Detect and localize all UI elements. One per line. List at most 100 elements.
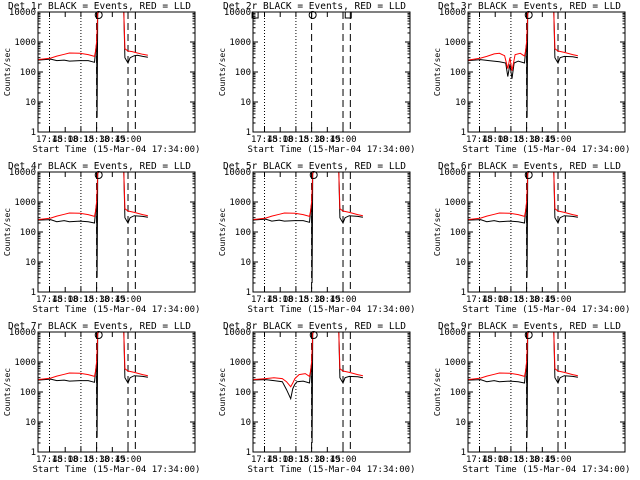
x-tick-label: 18:00 — [267, 295, 294, 305]
x-tick-label: 19:00 — [329, 135, 356, 145]
x-tick-label: 18:15 — [497, 295, 524, 305]
y-tick-label: 10 — [240, 98, 251, 108]
detector-panel-4: Det 4r BLACK = Events, RED = LLD 1 10 100 10… — [3, 161, 200, 315]
x-axis-label: Start Time (15-Mar-04 17:34:00) — [33, 305, 201, 315]
x-tick-label: 19:00 — [329, 455, 356, 465]
x-tick-label: 18:45 — [529, 455, 556, 465]
panel-title: Det 4r BLACK = Events, RED = LLD — [8, 161, 191, 172]
series-line-events — [467, 171, 578, 278]
y-axis-label: Counts/sec — [3, 48, 12, 96]
detector-panel-6: Det 6r BLACK = Events, RED = LLD 1 10 100 10… — [433, 161, 630, 315]
x-axis-label: Start Time (15-Mar-04 17:34:00) — [463, 305, 631, 315]
y-tick-label: 1000 — [444, 198, 466, 208]
detector-panel-3: Det 3r BLACK = Events, RED = LLD 1 10 100 10… — [433, 1, 630, 155]
x-tick-label: 17:45 — [251, 455, 278, 465]
y-tick-label: 1 — [461, 128, 466, 138]
x-axis-label: Start Time (15-Mar-04 17:34:00) — [33, 145, 201, 155]
y-tick-label: 1 — [461, 288, 466, 298]
x-tick-label: 18:45 — [99, 295, 126, 305]
series-line-lld — [37, 171, 149, 221]
x-axis-label: Start Time (15-Mar-04 17:34:00) — [463, 145, 631, 155]
y-tick-label: 1 — [246, 288, 251, 298]
x-tick-label: 17:45 — [251, 295, 278, 305]
detector-panel-7: Det 7r BLACK = Events, RED = LLD 1 10 100 10… — [3, 321, 200, 475]
x-tick-label: 18:00 — [267, 455, 294, 465]
y-axis-label: Counts/sec — [218, 368, 227, 416]
y-tick-label: 100 — [450, 228, 466, 238]
x-axis-label: Start Time (15-Mar-04 17:34:00) — [248, 465, 416, 475]
x-tick-label: 19:00 — [544, 135, 571, 145]
y-tick-label: 10 — [455, 98, 466, 108]
y-axis-label: Counts/sec — [218, 48, 227, 96]
x-tick-label: 18:15 — [282, 135, 309, 145]
x-tick-label: 18:45 — [529, 295, 556, 305]
y-axis-label: Counts/sec — [3, 208, 12, 256]
x-tick-label: 18:45 — [314, 455, 341, 465]
y-tick-label: 1000 — [444, 38, 466, 48]
x-axis-label: Start Time (15-Mar-04 17:34:00) — [463, 465, 631, 475]
detector-panel-2: Det 2r BLACK = Events, RED = LLD 1 10 100 10… — [218, 1, 415, 155]
y-tick-label: 100 — [20, 228, 36, 238]
detector-panel-8: Det 8r BLACK = Events, RED = LLD 1 10 100 10… — [218, 321, 415, 475]
detector-panel-9: Det 9r BLACK = Events, RED = LLD 1 10 100 10… — [433, 321, 630, 475]
x-tick-label: 19:00 — [114, 295, 141, 305]
y-tick-label: 10000 — [9, 168, 36, 178]
detector-panel-5: Det 5r BLACK = Events, RED = LLD 1 10 100 10… — [218, 161, 415, 315]
panel-grid: Det 1r BLACK = Events, RED = LLD 1 10 100 10… — [3, 1, 630, 475]
y-tick-label: 10 — [240, 258, 251, 268]
x-tick-label: 18:45 — [314, 135, 341, 145]
x-tick-label: 19:00 — [544, 455, 571, 465]
y-tick-label: 10 — [25, 258, 36, 268]
x-tick-label: 18:30 — [83, 455, 110, 465]
x-axis-label: Start Time (15-Mar-04 17:34:00) — [33, 465, 201, 475]
panel-title: Det 2r BLACK = Events, RED = LLD — [223, 1, 406, 12]
x-axis-label: Start Time (15-Mar-04 17:34:00) — [248, 305, 416, 315]
series-line-lld — [252, 171, 364, 221]
x-tick-label: 18:45 — [314, 295, 341, 305]
y-tick-label: 1 — [31, 128, 36, 138]
y-axis-label: Counts/sec — [433, 208, 442, 256]
y-tick-label: 100 — [20, 388, 36, 398]
x-tick-label: 18:00 — [52, 135, 79, 145]
series-line-events — [37, 171, 148, 278]
y-tick-label: 10 — [455, 258, 466, 268]
x-axis-label: Start Time (15-Mar-04 17:34:00) — [248, 145, 416, 155]
y-tick-label: 10 — [25, 418, 36, 428]
x-tick-label: 17:45 — [466, 295, 493, 305]
x-tick-label: 18:00 — [267, 135, 294, 145]
x-tick-label: 18:00 — [52, 455, 79, 465]
y-axis-label: Counts/sec — [433, 48, 442, 96]
y-tick-label: 100 — [450, 388, 466, 398]
x-tick-label: 18:15 — [282, 295, 309, 305]
y-tick-label: 1000 — [444, 358, 466, 368]
y-tick-label: 10000 — [439, 168, 466, 178]
panel-title: Det 1r BLACK = Events, RED = LLD — [8, 1, 191, 12]
y-axis-label: Counts/sec — [3, 368, 12, 416]
y-tick-label: 1000 — [14, 38, 36, 48]
x-tick-label: 18:15 — [67, 135, 94, 145]
x-tick-label: 18:00 — [52, 295, 79, 305]
y-tick-label: 10000 — [9, 328, 36, 338]
series-line-lld — [252, 331, 364, 388]
x-tick-label: 18:30 — [298, 135, 325, 145]
x-tick-label: 18:30 — [298, 455, 325, 465]
y-tick-label: 1 — [246, 128, 251, 138]
series-line-events — [467, 331, 578, 438]
x-tick-label: 18:30 — [513, 455, 540, 465]
x-tick-label: 17:45 — [36, 295, 63, 305]
series-line-events — [37, 11, 148, 118]
x-tick-label: 18:00 — [482, 295, 509, 305]
series-line-lld — [467, 171, 579, 221]
x-tick-label: 18:15 — [67, 455, 94, 465]
series-line-lld — [37, 331, 149, 381]
y-tick-label: 10000 — [224, 168, 251, 178]
x-tick-label: 18:00 — [482, 455, 509, 465]
y-tick-label: 100 — [235, 388, 251, 398]
y-tick-label: 10 — [25, 98, 36, 108]
x-tick-label: 18:15 — [282, 455, 309, 465]
x-tick-label: 18:15 — [497, 455, 524, 465]
panel-title: Det 3r BLACK = Events, RED = LLD — [438, 1, 621, 12]
x-tick-label: 18:45 — [99, 455, 126, 465]
y-tick-label: 1000 — [229, 198, 251, 208]
